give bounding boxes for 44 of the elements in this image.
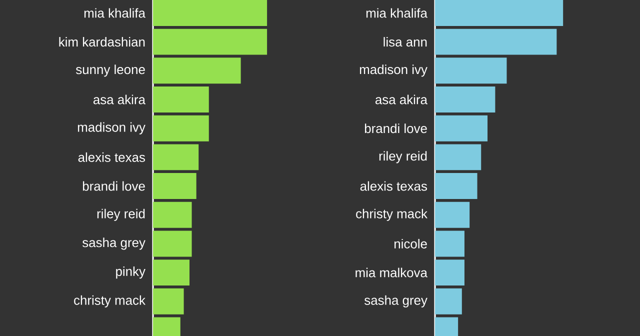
y-tick-label: nicole (394, 238, 427, 248)
y-tick-label: sasha grey (364, 295, 428, 308)
bar (435, 260, 464, 286)
bar (153, 115, 209, 142)
y-tick-label: mia khalifa (84, 8, 146, 18)
y-tick-label: brandi love (364, 124, 427, 134)
bar (153, 0, 268, 26)
y-tick-label: sasha grey (82, 238, 146, 250)
bar (435, 0, 564, 26)
bar (153, 230, 192, 257)
y-tick-label: lisa ann (384, 37, 427, 47)
y-tick-label: pinky (116, 266, 146, 279)
bar (435, 173, 478, 200)
bar (153, 202, 192, 228)
bar (435, 144, 482, 170)
y-tick-label: madison ivy (78, 122, 146, 134)
bar (435, 58, 507, 84)
y-tick-label: mia malkova (356, 268, 428, 278)
bar (435, 86, 496, 112)
y-tick-label: christy mack (356, 208, 428, 221)
y-tick-label: riley reid (379, 151, 427, 164)
y-tick-label: asa akira (93, 94, 146, 104)
bar (435, 28, 557, 55)
y-tick-label: riley reid (97, 208, 145, 221)
y-tick-label: christy mack (74, 295, 146, 308)
bar (435, 230, 464, 257)
y-tick-label: alexis texas (78, 152, 145, 162)
y-tick-label: alexis texas (360, 181, 428, 191)
bar (435, 115, 488, 142)
y-tick-label: kim kardashian (59, 37, 145, 47)
bar (153, 144, 199, 170)
bar (153, 58, 241, 84)
bar (153, 28, 268, 55)
y-tick-label: brandi love (82, 181, 145, 191)
bar (153, 260, 190, 286)
bar (153, 86, 209, 112)
y-tick-label: sunny leone (76, 64, 145, 77)
y-tick-label: asa akira (375, 94, 428, 104)
bar (153, 288, 184, 314)
y-tick-label: madison ivy (360, 64, 428, 77)
bar (153, 173, 196, 200)
bar (435, 202, 470, 228)
bar (435, 288, 462, 314)
y-tick-label: mia khalifa (366, 8, 428, 18)
